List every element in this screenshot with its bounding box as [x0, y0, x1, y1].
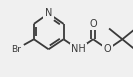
Text: O: O — [104, 44, 112, 54]
Text: N: N — [45, 8, 52, 18]
Text: NH: NH — [71, 44, 86, 54]
Text: Br: Br — [11, 45, 21, 54]
Text: O: O — [89, 19, 97, 29]
